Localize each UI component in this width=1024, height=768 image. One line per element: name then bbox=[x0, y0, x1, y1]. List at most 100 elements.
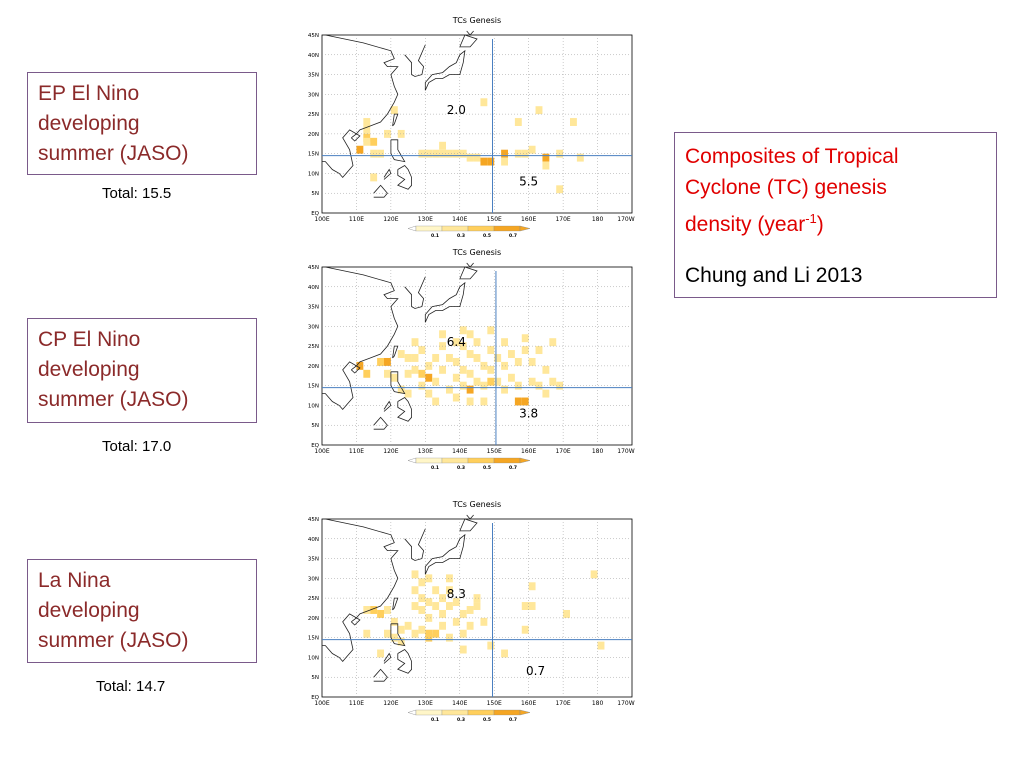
density-cell bbox=[480, 361, 488, 370]
lat-tick-label: 10N bbox=[308, 655, 319, 661]
coastline bbox=[373, 184, 388, 198]
lat-tick-label: 25N bbox=[308, 344, 319, 350]
lon-tick-label: 110E bbox=[349, 448, 364, 455]
density-cell bbox=[466, 153, 474, 162]
lat-tick-label: 30N bbox=[308, 324, 319, 330]
coastline bbox=[390, 371, 406, 395]
density-cell bbox=[473, 602, 481, 610]
density-cell bbox=[452, 357, 460, 366]
density-cell bbox=[501, 338, 508, 347]
density-cell bbox=[535, 346, 543, 355]
density-cell bbox=[452, 149, 460, 158]
label-line: CP El Nino bbox=[38, 328, 141, 351]
density-cell bbox=[411, 629, 419, 638]
citation: Chung and Li 2013 bbox=[685, 264, 863, 287]
colorbar-segment bbox=[441, 709, 469, 716]
density-cell bbox=[432, 149, 440, 158]
density-cell bbox=[425, 389, 433, 398]
density-cell bbox=[439, 330, 446, 339]
coastline bbox=[404, 528, 426, 561]
colorbar-right-tip bbox=[519, 225, 531, 232]
lat-tick-label: 20N bbox=[308, 132, 319, 138]
density-cell bbox=[501, 385, 508, 394]
lat-tick-label: 40N bbox=[308, 285, 319, 291]
density-cell bbox=[404, 369, 412, 378]
lon-tick-label: 100E bbox=[314, 216, 329, 223]
density-cell bbox=[418, 606, 426, 614]
density-cell bbox=[514, 381, 522, 390]
label-line: developing bbox=[38, 358, 140, 381]
density-cell bbox=[521, 346, 529, 355]
coastline bbox=[424, 49, 466, 91]
lon-tick-label: 140E bbox=[452, 216, 467, 223]
density-cell bbox=[473, 338, 481, 347]
panel-label-box-ep: EP El Nino developing summer (JASO) bbox=[27, 72, 257, 175]
density-cell bbox=[466, 621, 474, 630]
density-cell bbox=[501, 157, 508, 166]
lon-tick-label: 150E bbox=[487, 700, 502, 707]
lat-tick-label: 15N bbox=[308, 152, 319, 158]
chart-ep-el-nino: TCs Genesis45N40N35N30N25N20N15N10N5NEQ1… bbox=[308, 16, 635, 239]
density-cell bbox=[494, 354, 502, 362]
lon-tick-label: 170W bbox=[617, 448, 634, 455]
density-cell bbox=[439, 141, 446, 150]
density-cell bbox=[384, 129, 391, 138]
density-cell bbox=[397, 625, 405, 634]
density-cell bbox=[480, 98, 488, 107]
lon-tick-label: 100E bbox=[314, 700, 329, 707]
label-line: developing bbox=[38, 599, 140, 622]
density-cell bbox=[452, 617, 460, 626]
density-cell bbox=[514, 118, 522, 126]
total-la: Total: 14.7 bbox=[96, 678, 166, 695]
density-cell bbox=[542, 365, 550, 374]
lon-tick-label: 100E bbox=[314, 448, 329, 455]
density-cell bbox=[446, 602, 453, 610]
lon-tick-label: 160E bbox=[521, 448, 536, 455]
density-cell bbox=[487, 365, 495, 374]
density-cell bbox=[418, 578, 426, 587]
density-cell bbox=[425, 361, 433, 370]
panel-label-box-la: La Nina developing summer (JASO) bbox=[27, 559, 257, 663]
density-cell bbox=[390, 106, 398, 115]
colorbar-segment bbox=[467, 709, 495, 716]
lat-tick-label: 5N bbox=[311, 423, 319, 429]
annotation-upper: 2.0 bbox=[447, 103, 466, 117]
colorbar-right-tip bbox=[519, 457, 531, 464]
density-cell bbox=[459, 609, 467, 618]
density-cell bbox=[377, 609, 384, 618]
density-cell bbox=[528, 357, 536, 366]
density-cell bbox=[556, 185, 564, 194]
coastline bbox=[424, 533, 466, 575]
density-cell bbox=[487, 326, 495, 335]
density-cell bbox=[397, 637, 405, 646]
coastline bbox=[322, 34, 399, 179]
density-cell bbox=[377, 149, 384, 158]
colorbar-tick-label: 0.7 bbox=[509, 717, 517, 723]
panel-label-cp: CP El Nino developing summer (JASO) bbox=[38, 325, 189, 415]
panel-label-la: La Nina developing summer (JASO) bbox=[38, 566, 189, 656]
info-superscript: -1 bbox=[805, 211, 817, 226]
density-cell bbox=[363, 137, 371, 146]
density-cell bbox=[397, 129, 405, 138]
coastline bbox=[383, 400, 392, 412]
plot-frame bbox=[321, 34, 633, 214]
density-cell bbox=[487, 377, 495, 386]
lon-tick-label: 120E bbox=[383, 216, 398, 223]
lat-tick-label: 35N bbox=[308, 557, 319, 563]
colorbar-tick-label: 0.5 bbox=[483, 233, 491, 239]
density-cell bbox=[501, 649, 508, 658]
density-cell bbox=[384, 606, 391, 614]
density-cell bbox=[411, 354, 419, 362]
density-cell bbox=[363, 118, 371, 126]
density-cell bbox=[411, 338, 419, 347]
lat-tick-label: 45N bbox=[308, 517, 319, 523]
colorbar-tick-label: 0.5 bbox=[483, 465, 491, 471]
coastline bbox=[459, 518, 478, 532]
chart-title: TCs Genesis bbox=[452, 16, 501, 25]
density-cell bbox=[411, 602, 419, 610]
coastline bbox=[424, 281, 466, 323]
colorbar-segment bbox=[493, 225, 521, 232]
lat-tick-label: 15N bbox=[308, 636, 319, 642]
density-cell bbox=[452, 393, 460, 402]
density-cell bbox=[452, 598, 460, 607]
